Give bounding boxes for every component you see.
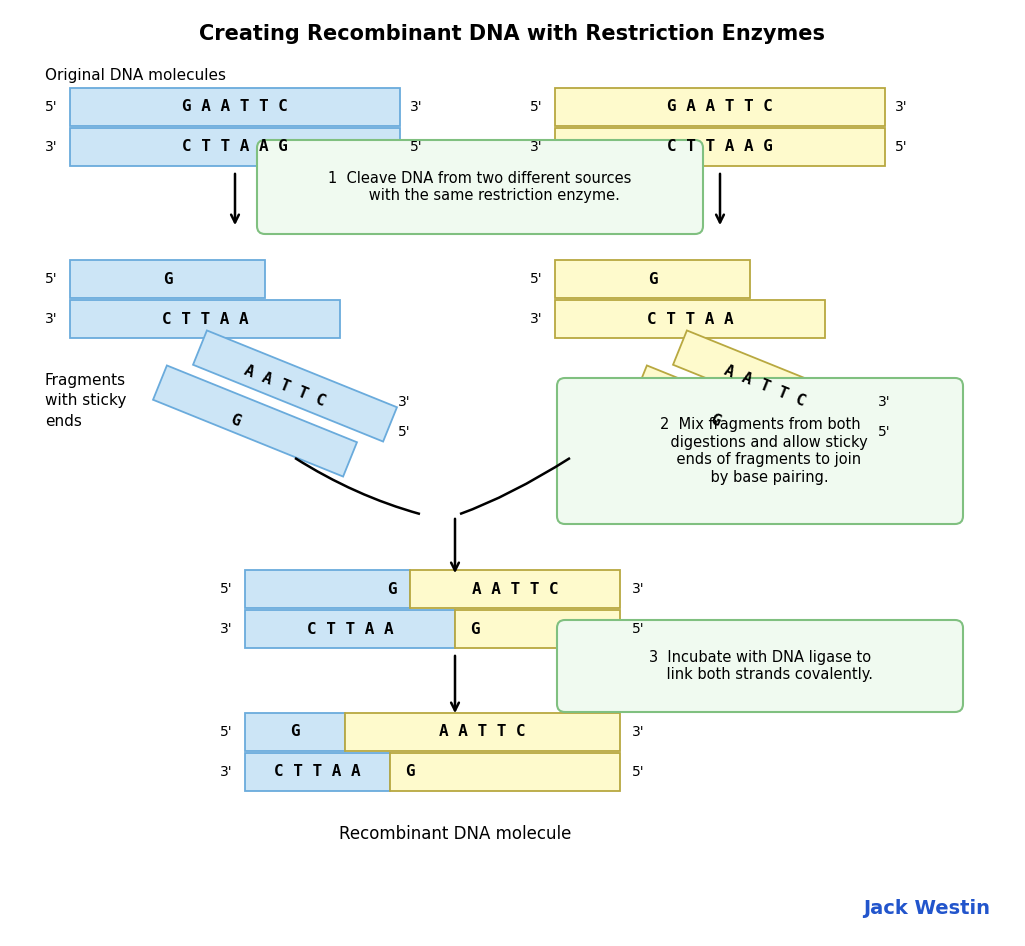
Text: 3': 3'	[878, 395, 891, 410]
Text: 3': 3'	[220, 622, 233, 636]
Text: Fragments
with sticky
ends: Fragments with sticky ends	[45, 373, 126, 429]
Bar	[555, 260, 750, 298]
Bar	[245, 753, 390, 791]
Polygon shape	[153, 365, 357, 477]
Text: C T T A A: C T T A A	[162, 311, 248, 326]
Text: 3': 3'	[530, 140, 543, 154]
Bar	[245, 713, 345, 751]
FancyBboxPatch shape	[557, 620, 964, 712]
Bar	[555, 128, 885, 166]
Text: G: G	[228, 412, 242, 429]
Text: C T T A A: C T T A A	[647, 311, 733, 326]
Bar	[410, 570, 620, 608]
Text: 3': 3'	[530, 312, 543, 326]
Text: 5': 5'	[45, 100, 58, 114]
Text: 3': 3'	[45, 140, 58, 154]
Text: 2  Mix fragments from both
    digestions and allow sticky
    ends of fragments: 2 Mix fragments from both digestions and…	[652, 417, 868, 484]
Text: A A T T C: A A T T C	[242, 363, 328, 410]
Bar	[70, 260, 265, 298]
Text: G: G	[707, 412, 723, 429]
Text: A A T T C: A A T T C	[472, 582, 559, 597]
Polygon shape	[673, 330, 877, 442]
Text: Recombinant DNA molecule: Recombinant DNA molecule	[339, 825, 571, 843]
Text: C T T A A: C T T A A	[275, 764, 361, 780]
Text: 5': 5'	[530, 272, 543, 286]
Text: 3': 3'	[895, 100, 907, 114]
Polygon shape	[193, 330, 397, 442]
Text: G: G	[405, 764, 415, 780]
Text: 5': 5'	[895, 140, 907, 154]
Text: 5': 5'	[632, 622, 645, 636]
Text: C T T A A: C T T A A	[306, 622, 394, 637]
Text: 5': 5'	[632, 765, 645, 779]
Text: C T T A A G: C T T A A G	[667, 139, 773, 154]
Text: 3  Incubate with DNA ligase to
    link both strands covalently.: 3 Incubate with DNA ligase to link both …	[648, 650, 872, 682]
Text: A A T T C: A A T T C	[439, 725, 526, 740]
Text: 3': 3'	[632, 725, 645, 739]
Bar	[245, 570, 410, 608]
Text: 3': 3'	[398, 395, 411, 410]
Bar	[245, 610, 455, 648]
Text: 5': 5'	[398, 426, 411, 439]
Text: 1  Cleave DNA from two different sources
      with the same restriction enzyme.: 1 Cleave DNA from two different sources …	[328, 171, 631, 203]
Text: A A T T C: A A T T C	[722, 363, 808, 410]
Bar	[70, 300, 340, 338]
Text: 5': 5'	[220, 582, 233, 596]
Text: G A A T T C: G A A T T C	[667, 99, 773, 114]
Text: 5': 5'	[410, 140, 422, 154]
Bar	[345, 713, 620, 751]
Bar	[70, 88, 400, 126]
Text: G A A T T C: G A A T T C	[182, 99, 288, 114]
Text: 3': 3'	[45, 312, 58, 326]
Text: G: G	[290, 725, 299, 740]
Bar	[455, 610, 620, 648]
Text: G: G	[648, 272, 657, 287]
Text: C T T A A G: C T T A A G	[182, 139, 288, 154]
Bar	[390, 753, 620, 791]
FancyBboxPatch shape	[257, 140, 703, 234]
Text: G: G	[470, 622, 480, 637]
Text: 5': 5'	[878, 426, 891, 439]
Bar	[555, 300, 825, 338]
Text: G: G	[387, 582, 397, 597]
Text: Creating Recombinant DNA with Restriction Enzymes: Creating Recombinant DNA with Restrictio…	[199, 24, 825, 44]
Text: 5': 5'	[45, 272, 58, 286]
Text: Original DNA molecules: Original DNA molecules	[45, 68, 225, 83]
Text: 5': 5'	[530, 100, 543, 114]
FancyBboxPatch shape	[557, 378, 964, 524]
Polygon shape	[633, 365, 837, 477]
Text: 3': 3'	[410, 100, 422, 114]
Text: 3': 3'	[220, 765, 233, 779]
Text: 5': 5'	[220, 725, 233, 739]
Text: Jack Westin: Jack Westin	[863, 899, 990, 918]
Text: 3': 3'	[632, 582, 645, 596]
Text: G: G	[163, 272, 172, 287]
Bar	[555, 88, 885, 126]
Bar	[70, 128, 400, 166]
